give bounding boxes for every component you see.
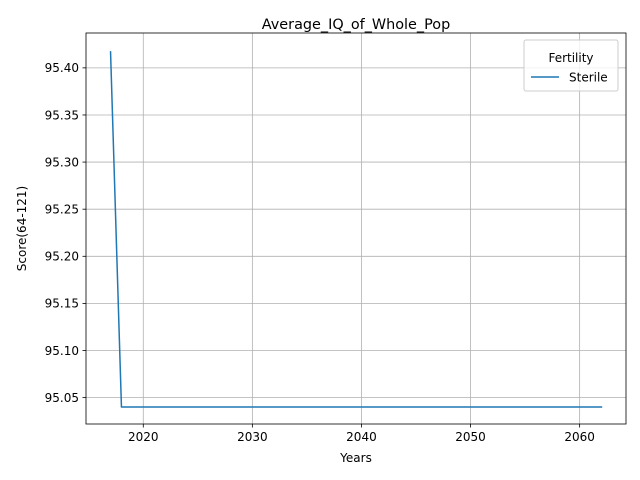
y-tick-label: 95.40 — [45, 61, 79, 75]
x-axis-label: Years — [339, 451, 372, 465]
y-axis-label: Score(64-121) — [15, 186, 29, 271]
y-tick-label: 95.30 — [45, 155, 79, 169]
y-tick-label: 95.35 — [45, 108, 79, 122]
axes-frame — [85, 32, 627, 425]
y-tick-label: 95.15 — [45, 297, 79, 311]
y-tick-label: 95.25 — [45, 202, 79, 216]
x-axis-ticks: 2020 2030 2040 2050 2060 — [128, 424, 595, 444]
x-tick-label: 2020 — [128, 430, 159, 444]
chart-title: Average_IQ_of_Whole_Pop — [262, 17, 450, 33]
y-tick-label: 95.05 — [45, 391, 79, 405]
legend-title: Fertility — [548, 51, 593, 65]
y-tick-label: 95.10 — [45, 344, 79, 358]
x-tick-label: 2060 — [564, 430, 595, 444]
grid — [86, 33, 626, 424]
y-tick-label: 95.20 — [45, 250, 79, 264]
legend-box — [523, 39, 619, 92]
x-tick-label: 2040 — [346, 430, 377, 444]
x-tick-label: 2030 — [237, 430, 268, 444]
legend-label-sterile: Sterile — [569, 71, 608, 85]
plot-area — [86, 33, 626, 424]
legend: Fertility Sterile — [523, 39, 619, 92]
x-tick-label: 2050 — [455, 430, 486, 444]
series-layer — [109, 51, 603, 408]
y-axis-ticks: 95.05 95.10 95.15 95.20 95.25 95.30 95.35 95.40 — [45, 61, 86, 405]
series-line-sterile — [109, 51, 603, 408]
